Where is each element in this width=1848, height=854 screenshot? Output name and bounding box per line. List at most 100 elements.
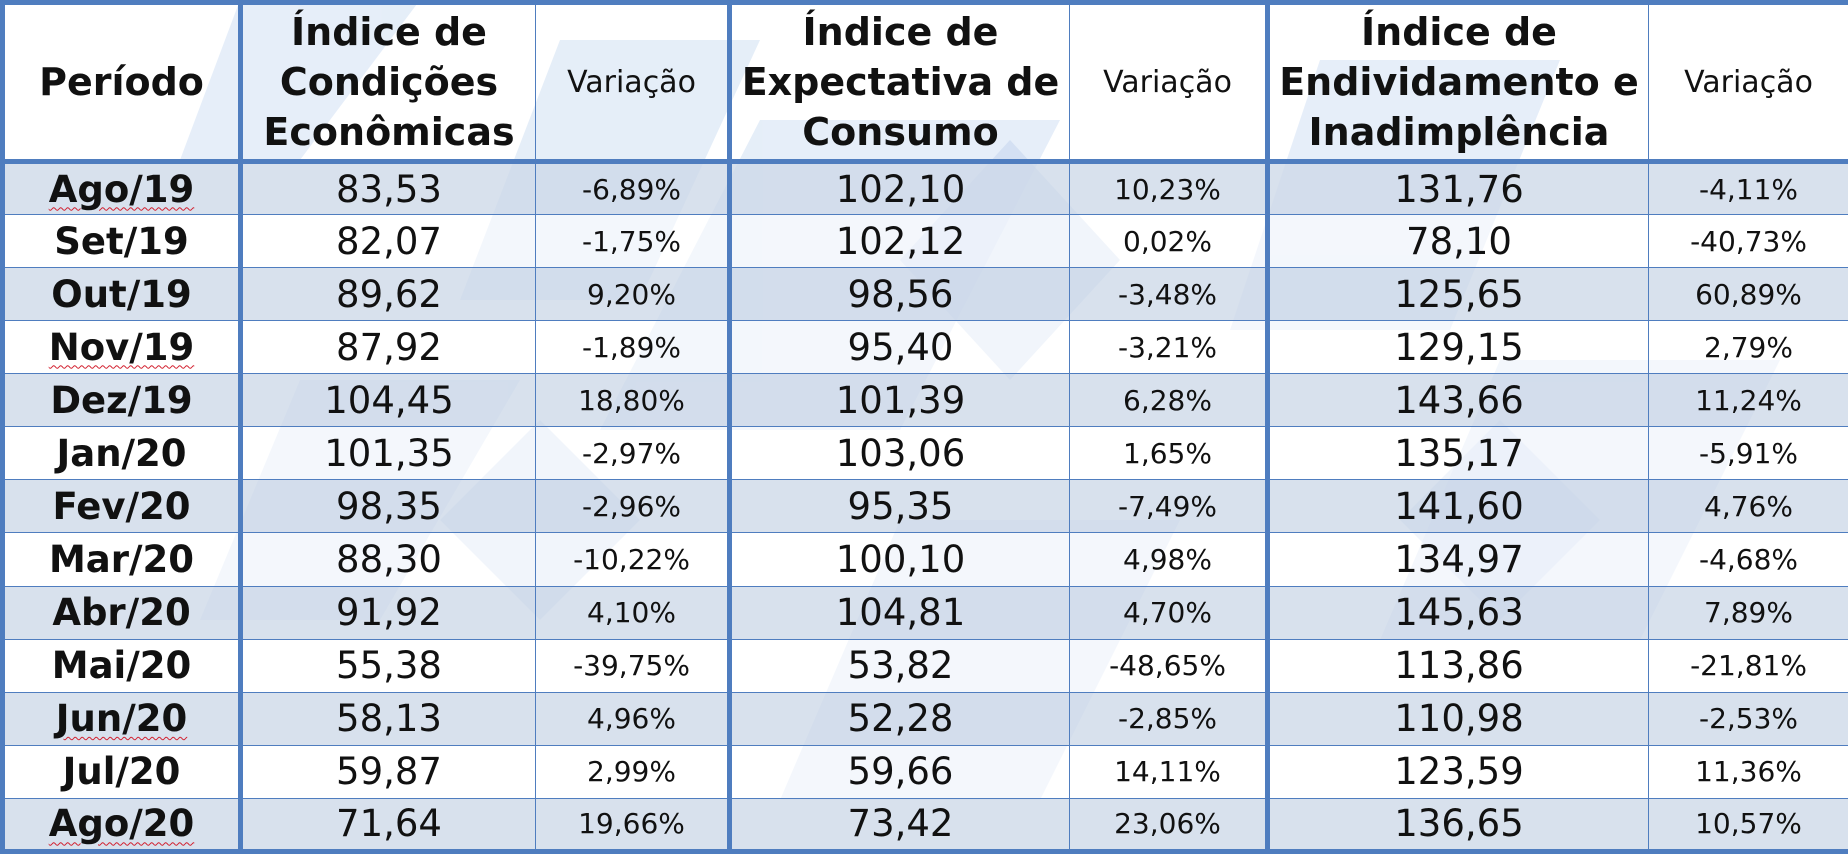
header-iec: Índice de Expectativa de Consumo [727,2,1070,162]
cell-iei: 143,66 [1265,373,1649,428]
table-row: Abr/20 91,92 4,10% 104,81 4,70% 145,63 7… [2,585,1848,640]
header-ice-line: Condições [279,60,499,104]
cell-periodo: Ago/20 [2,797,241,853]
cell-iec: 98,56 [727,267,1070,322]
cell-iec-variacao: -3,48% [1069,267,1268,322]
cell-iec: 104,81 [727,585,1070,640]
cell-ice: 91,92 [238,585,536,640]
cell-ice: 58,13 [238,691,536,746]
cell-ice: 55,38 [238,638,536,693]
cell-iei: 129,15 [1265,320,1649,375]
cell-iei: 141,60 [1265,479,1649,534]
cell-periodo: Dez/19 [2,373,241,428]
cell-iei: 135,17 [1265,426,1649,481]
cell-iei-variacao: 11,36% [1648,744,1848,799]
cell-ice: 89,62 [238,267,536,322]
cell-iei: 131,76 [1265,160,1649,216]
cell-periodo: Jun/20 [2,691,241,746]
cell-iec-variacao: -2,85% [1069,691,1268,746]
cell-iec-variacao: 6,28% [1069,373,1268,428]
cell-ice-variacao: -1,75% [535,214,730,269]
header-iec-line: Expectativa de [741,60,1060,104]
cell-iei: 136,65 [1265,797,1649,853]
table-row: Dez/19 104,45 18,80% 101,39 6,28% 143,66… [2,373,1848,428]
cell-ice-variacao: 2,99% [535,744,730,799]
table-row: Out/19 89,62 9,20% 98,56 -3,48% 125,65 6… [2,267,1848,322]
cell-periodo-text: Ago/20 [48,802,195,846]
cell-iec-variacao: -48,65% [1069,638,1268,693]
cell-periodo: Abr/20 [2,585,241,640]
table-row: Fev/20 98,35 -2,96% 95,35 -7,49% 141,60 … [2,479,1848,534]
cell-iec: 53,82 [727,638,1070,693]
table-row: Jan/20 101,35 -2,97% 103,06 1,65% 135,17… [2,426,1848,481]
header-ice: Índice de Condições Econômicas [238,2,536,162]
cell-ice: 88,30 [238,532,536,587]
cell-iec: 52,28 [727,691,1070,746]
cell-ice-variacao: 4,96% [535,691,730,746]
cell-iei-variacao: 11,24% [1648,373,1848,428]
header-iei-line: Inadimplência [1308,110,1610,154]
cell-iec-variacao: 4,98% [1069,532,1268,587]
cell-periodo: Jul/20 [2,744,241,799]
header-iei-line: Índice de [1361,10,1557,54]
cell-ice: 104,45 [238,373,536,428]
header-row: Período Índice de Condições Econômicas V… [2,2,1848,162]
cell-iec-variacao: 1,65% [1069,426,1268,481]
header-ice-variacao: Variação [535,2,730,162]
header-iei-variacao: Variação [1648,2,1848,162]
cell-iec-variacao: 10,23% [1069,160,1268,216]
cell-iei-variacao: -4,11% [1648,160,1848,216]
header-iec-line: Consumo [802,110,999,154]
cell-iec-variacao: 0,02% [1069,214,1268,269]
cell-iei: 125,65 [1265,267,1649,322]
header-iec-line: Índice de [802,10,999,54]
header-ice-line: Índice de [291,10,487,54]
table-row: Jun/20 58,13 4,96% 52,28 -2,85% 110,98 -… [2,691,1848,746]
cell-iec-variacao: 4,70% [1069,585,1268,640]
cell-ice: 83,53 [238,160,536,216]
cell-iec: 59,66 [727,744,1070,799]
table-row: Ago/20 71,64 19,66% 73,42 23,06% 136,65 … [2,797,1848,853]
cell-ice-variacao: 18,80% [535,373,730,428]
cell-periodo: Mai/20 [2,638,241,693]
header-iei: Índice de Endividamento e Inadimplência [1265,2,1649,162]
cell-ice-variacao: 19,66% [535,797,730,853]
cell-periodo-text: Ago/19 [48,167,195,211]
cell-periodo: Out/19 [2,267,241,322]
cell-ice-variacao: -2,97% [535,426,730,481]
cell-iei: 134,97 [1265,532,1649,587]
cell-iei-variacao: -40,73% [1648,214,1848,269]
cell-iec: 102,10 [727,160,1070,216]
cell-iei-variacao: -21,81% [1648,638,1848,693]
cell-periodo-text: Jun/20 [55,697,188,741]
cell-ice: 82,07 [238,214,536,269]
header-periodo: Período [2,2,241,162]
cell-periodo: Fev/20 [2,479,241,534]
cell-ice: 101,35 [238,426,536,481]
cell-ice: 59,87 [238,744,536,799]
cell-ice-variacao: -1,89% [535,320,730,375]
cell-periodo: Set/19 [2,214,241,269]
header-iei-line: Endividamento e [1279,60,1639,104]
cell-ice: 71,64 [238,797,536,853]
cell-iei-variacao: -5,91% [1648,426,1848,481]
header-iec-variacao: Variação [1069,2,1268,162]
cell-iec-variacao: -7,49% [1069,479,1268,534]
cell-iec: 95,40 [727,320,1070,375]
table-row: Jul/20 59,87 2,99% 59,66 14,11% 123,59 1… [2,744,1848,799]
cell-iec: 100,10 [727,532,1070,587]
table-row: Nov/19 87,92 -1,89% 95,40 -3,21% 129,15 … [2,320,1848,375]
cell-iei-variacao: 4,76% [1648,479,1848,534]
cell-iei-variacao: 10,57% [1648,797,1848,853]
cell-iei: 78,10 [1265,214,1649,269]
cell-periodo: Jan/20 [2,426,241,481]
cell-iec-variacao: 14,11% [1069,744,1268,799]
cell-iei-variacao: 2,79% [1648,320,1848,375]
header-ice-line: Econômicas [263,110,515,154]
cell-ice-variacao: -10,22% [535,532,730,587]
cell-ice: 98,35 [238,479,536,534]
cell-ice-variacao: 4,10% [535,585,730,640]
cell-ice: 87,92 [238,320,536,375]
